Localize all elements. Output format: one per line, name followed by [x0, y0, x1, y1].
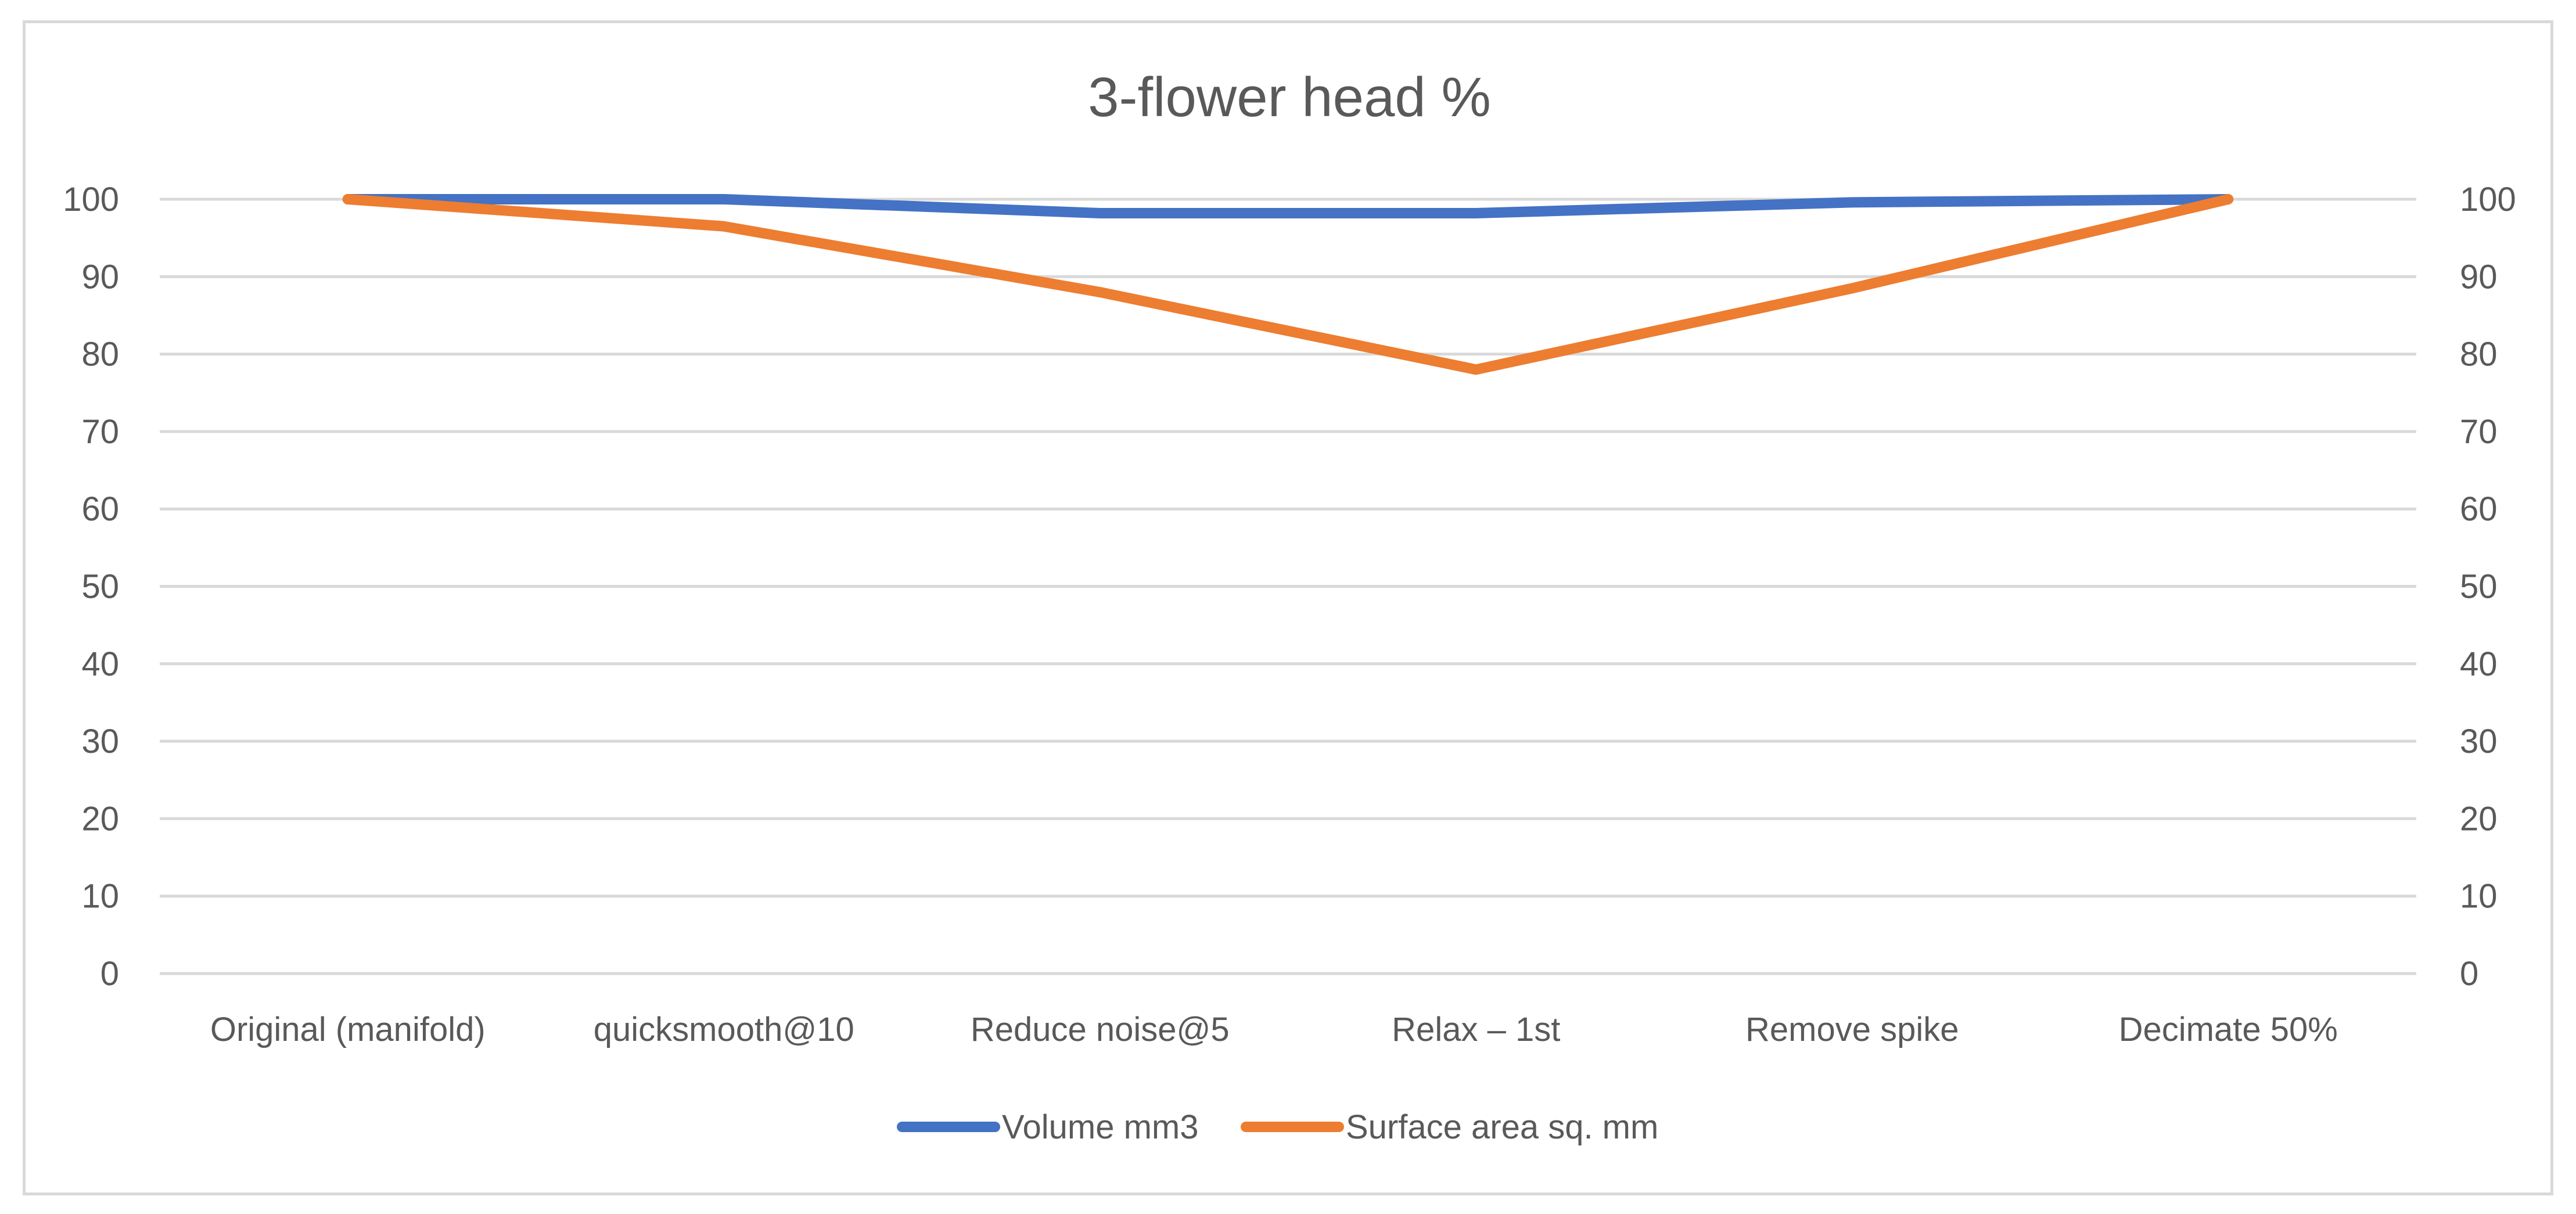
left-y-tick-label: 70 [81, 413, 119, 451]
series-line-1 [342, 194, 2234, 375]
left-y-tick-label: 90 [81, 258, 119, 296]
x-tick-label: Remove spike [1745, 1011, 1959, 1048]
left-y-tick-label: 30 [81, 723, 119, 760]
right-y-tick-label: 90 [2460, 258, 2498, 296]
right-y-tick-label: 80 [2460, 336, 2498, 373]
left-y-tick-label: 60 [81, 490, 119, 528]
legend: Volume mm3 Surface area sq. mm [897, 1108, 1658, 1146]
x-tick-label: Original (manifold) [210, 1011, 486, 1048]
left-y-tick-label: 10 [81, 878, 119, 915]
legend-label-1: Surface area sq. mm [1346, 1108, 1658, 1146]
right-y-tick-label: 20 [2460, 800, 2498, 838]
left-y-tick-label: 100 [63, 181, 119, 218]
x-axis: Original (manifold) quicksmooth@10 Reduce … [210, 1011, 2338, 1048]
x-tick-label: Relax – 1st [1392, 1011, 1560, 1048]
left-y-axis: 0 10 20 30 40 50 60 70 80 90 100 [63, 181, 119, 993]
series-line-0 [342, 194, 2234, 218]
right-y-tick-label: 30 [2460, 723, 2498, 760]
right-y-tick-label: 0 [2460, 955, 2478, 993]
right-y-tick-label: 70 [2460, 413, 2498, 451]
left-y-tick-label: 80 [81, 336, 119, 373]
right-y-tick-label: 100 [2460, 181, 2516, 218]
left-y-tick-label: 40 [81, 645, 119, 683]
chart-title: 3-flower head % [1088, 66, 1491, 128]
left-y-tick-label: 0 [100, 955, 119, 993]
right-y-axis: 0 10 20 30 40 50 60 70 80 90 100 [2460, 181, 2516, 993]
x-tick-label: Reduce noise@5 [971, 1011, 1230, 1048]
legend-label-0: Volume mm3 [1002, 1108, 1198, 1146]
gridlines [160, 197, 2416, 975]
left-y-tick-label: 20 [81, 800, 119, 838]
right-y-tick-label: 40 [2460, 645, 2498, 683]
left-y-tick-label: 50 [81, 568, 119, 606]
right-y-tick-label: 10 [2460, 878, 2498, 915]
x-tick-label: Decimate 50% [2119, 1011, 2338, 1048]
series-lines [342, 194, 2234, 375]
right-y-tick-label: 50 [2460, 568, 2498, 606]
x-tick-label: quicksmooth@10 [594, 1011, 854, 1048]
right-y-tick-label: 60 [2460, 490, 2498, 528]
